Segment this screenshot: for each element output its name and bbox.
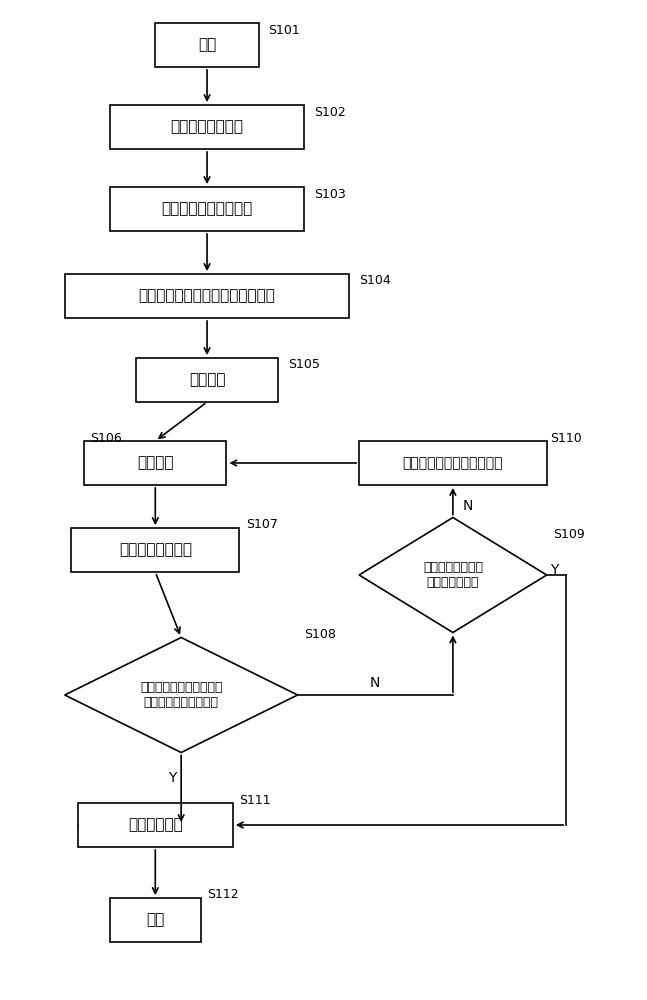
Text: 判断表面温度和表面压力
是否满足参数范围要求: 判断表面温度和表面压力 是否满足参数范围要求: [140, 681, 223, 709]
Text: 设定状态参数范围要求: 设定状态参数范围要求: [161, 202, 253, 217]
Text: 设备运行: 设备运行: [189, 372, 225, 387]
Text: 结束: 结束: [146, 912, 164, 928]
Text: S105: S105: [288, 359, 320, 371]
Text: S108: S108: [304, 629, 336, 642]
Text: S102: S102: [314, 105, 345, 118]
Text: S106: S106: [91, 432, 122, 444]
FancyBboxPatch shape: [84, 441, 226, 485]
FancyBboxPatch shape: [359, 441, 547, 485]
Text: S104: S104: [359, 274, 391, 288]
FancyBboxPatch shape: [155, 23, 259, 67]
FancyBboxPatch shape: [110, 187, 304, 231]
Text: 采集器采集并处理: 采集器采集并处理: [119, 542, 192, 558]
FancyBboxPatch shape: [110, 898, 201, 942]
Text: 实时调整设备运行控制参数: 实时调整设备运行控制参数: [402, 456, 503, 470]
Text: 判断设备运行时间
是否超出预设值: 判断设备运行时间 是否超出预设值: [423, 561, 483, 589]
Text: 确定并设定初始设备运行控制参数: 确定并设定初始设备运行控制参数: [138, 288, 276, 304]
FancyBboxPatch shape: [65, 274, 349, 318]
Text: Y: Y: [550, 563, 558, 577]
Text: N: N: [463, 498, 473, 512]
Text: S110: S110: [550, 432, 582, 444]
Text: 设定设备运行范围: 设定设备运行范围: [171, 119, 243, 134]
Text: Y: Y: [168, 770, 177, 784]
Text: 开始: 开始: [198, 37, 216, 52]
Text: S111: S111: [239, 794, 271, 806]
Text: S103: S103: [314, 188, 345, 200]
Text: S109: S109: [553, 528, 585, 542]
Text: N: N: [370, 676, 380, 690]
FancyBboxPatch shape: [78, 803, 233, 847]
Polygon shape: [359, 518, 547, 633]
FancyBboxPatch shape: [110, 105, 304, 149]
Text: S112: S112: [207, 888, 239, 902]
FancyBboxPatch shape: [71, 528, 239, 572]
Text: S101: S101: [269, 23, 300, 36]
FancyBboxPatch shape: [136, 358, 278, 402]
Text: 设备停止运行: 设备停止运行: [128, 818, 182, 832]
Polygon shape: [65, 638, 298, 752]
Text: 参数测量: 参数测量: [137, 456, 173, 471]
Text: S107: S107: [246, 518, 278, 531]
